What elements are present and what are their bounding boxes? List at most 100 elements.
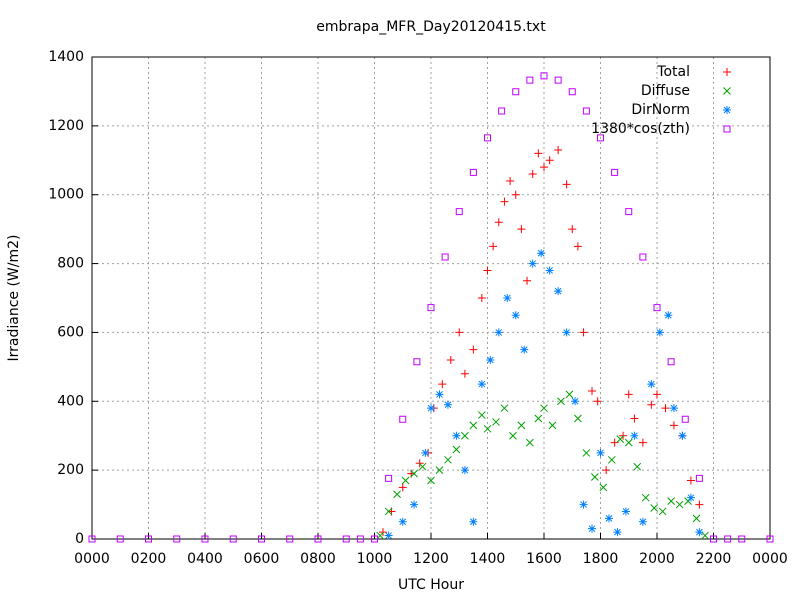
data-point <box>484 134 491 142</box>
data-point <box>582 449 591 457</box>
data-point <box>621 507 630 516</box>
data-point <box>596 448 605 457</box>
data-point <box>574 414 582 423</box>
data-point <box>418 462 427 471</box>
x-tick-label: 0200 <box>131 551 167 567</box>
data-point <box>455 328 464 337</box>
data-point <box>613 528 622 537</box>
data-point <box>540 404 548 413</box>
data-point <box>523 276 532 285</box>
data-point <box>630 414 639 423</box>
y-tick-label: 1200 <box>48 118 84 134</box>
data-point <box>630 431 639 440</box>
data-point <box>710 535 717 543</box>
data-point <box>399 415 407 423</box>
data-point <box>638 517 647 526</box>
data-point <box>579 500 588 509</box>
data-point <box>461 431 469 440</box>
x-tick-label: 2200 <box>696 551 732 567</box>
data-point <box>509 431 517 440</box>
data-point <box>675 500 684 509</box>
data-point <box>398 517 407 526</box>
data-point <box>554 76 562 84</box>
x-tick-label: 1800 <box>583 551 619 567</box>
data-point <box>588 524 597 533</box>
data-point <box>483 266 492 275</box>
data-point <box>667 497 675 505</box>
x-tick-label: 1400 <box>470 551 506 567</box>
legend-marker <box>723 68 731 76</box>
data-point <box>686 476 695 485</box>
data-point <box>625 208 633 216</box>
data-point <box>639 253 647 261</box>
y-tick-label: 600 <box>57 324 84 340</box>
data-point <box>593 397 602 406</box>
y-tick-label: 1000 <box>48 187 84 203</box>
data-point <box>145 535 152 543</box>
data-point <box>444 455 452 464</box>
data-point <box>602 466 611 475</box>
data-point <box>534 149 543 158</box>
data-point <box>511 311 520 320</box>
data-point <box>286 535 294 543</box>
data-point <box>695 528 704 537</box>
data-point <box>371 535 378 543</box>
x-tick-label: 0000 <box>74 551 110 567</box>
data-point <box>517 421 526 430</box>
data-point <box>401 476 410 485</box>
data-point <box>647 380 656 389</box>
legend-label: 1380*cos(zth) <box>591 121 690 137</box>
data-point <box>314 535 322 543</box>
data-point <box>611 168 619 176</box>
data-point <box>384 507 393 516</box>
data-point <box>604 514 613 523</box>
x-tick-label: 2000 <box>639 551 675 567</box>
data-point <box>427 404 435 413</box>
data-point <box>500 197 509 206</box>
data-point <box>410 500 419 509</box>
data-point <box>201 535 209 543</box>
data-point <box>438 380 447 389</box>
data-point <box>435 466 444 474</box>
data-point <box>647 400 656 409</box>
data-point <box>393 490 401 499</box>
y-tick-label: 200 <box>57 462 84 478</box>
data-point <box>88 535 96 543</box>
data-point <box>573 242 582 251</box>
data-point <box>528 170 537 179</box>
data-point <box>588 386 597 395</box>
data-point <box>526 76 534 84</box>
x-tick-label: 0000 <box>752 551 788 567</box>
data-point <box>452 445 461 454</box>
data-point <box>421 448 430 457</box>
data-point <box>116 535 124 543</box>
data-point <box>562 180 571 189</box>
data-point <box>385 474 393 482</box>
data-point <box>562 328 571 337</box>
data-point <box>534 414 543 423</box>
data-point <box>650 504 659 512</box>
data-point <box>477 380 486 389</box>
data-point <box>517 225 526 234</box>
data-point <box>469 168 477 176</box>
data-point <box>607 455 616 464</box>
data-point <box>548 421 557 430</box>
data-point <box>565 390 574 399</box>
data-point <box>452 431 461 440</box>
data-point <box>638 438 647 447</box>
data-point <box>443 400 452 409</box>
data-point <box>410 469 418 478</box>
data-point <box>557 397 565 406</box>
x-tick-label: 0800 <box>300 551 336 567</box>
data-point <box>641 493 650 502</box>
data-point <box>173 535 181 543</box>
data-point <box>545 156 554 165</box>
data-point <box>568 88 576 96</box>
data-point <box>455 208 463 216</box>
data-point <box>738 535 746 543</box>
data-point <box>568 225 577 234</box>
data-point <box>229 535 237 543</box>
data-point <box>624 390 633 399</box>
